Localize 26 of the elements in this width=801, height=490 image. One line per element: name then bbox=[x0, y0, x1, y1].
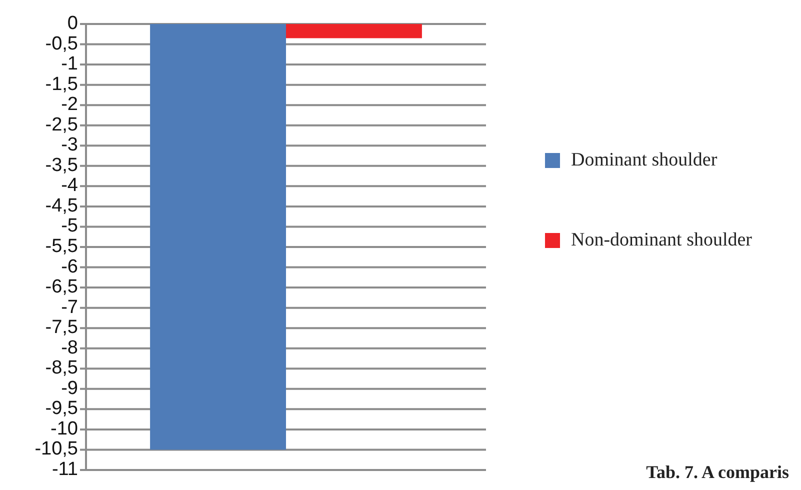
y-tick-label: -9,5 bbox=[45, 398, 78, 420]
y-tick-label: -3,5 bbox=[45, 154, 78, 176]
y-tick-label: -5,5 bbox=[45, 236, 78, 258]
y-tick-label: 0 bbox=[67, 13, 78, 34]
y-tick-label: -11 bbox=[52, 459, 78, 480]
y-tick-label: -10,5 bbox=[34, 438, 78, 460]
y-tick-label: -1,5 bbox=[45, 74, 78, 95]
legend-label: Non-dominant shoulder bbox=[571, 229, 753, 250]
y-tick-label: -7,5 bbox=[45, 317, 78, 338]
y-tick-label: -3 bbox=[61, 134, 78, 156]
y-tick-label: -7 bbox=[61, 296, 78, 318]
y-tick-label: -1 bbox=[61, 54, 78, 75]
y-tick-label: -0,5 bbox=[45, 33, 78, 54]
y-tick-label: -4 bbox=[61, 175, 78, 196]
y-tick-label: -6,5 bbox=[45, 276, 78, 298]
y-tick-label: -4,5 bbox=[45, 195, 78, 216]
y-tick-label: -9 bbox=[61, 378, 78, 399]
y-tick-label: -8,5 bbox=[45, 358, 78, 379]
y-tick-label: -10 bbox=[50, 418, 78, 440]
y-tick-label: -2 bbox=[61, 94, 78, 116]
y-tick-label: -8 bbox=[61, 337, 78, 358]
legend-label: Dominant shoulder bbox=[571, 149, 718, 170]
y-tick-label: -2,5 bbox=[45, 114, 78, 136]
y-tick-label: -6 bbox=[61, 256, 78, 278]
y-tick-label: -5 bbox=[61, 216, 78, 237]
caption: Tab. 7. A comparis bbox=[646, 462, 789, 482]
